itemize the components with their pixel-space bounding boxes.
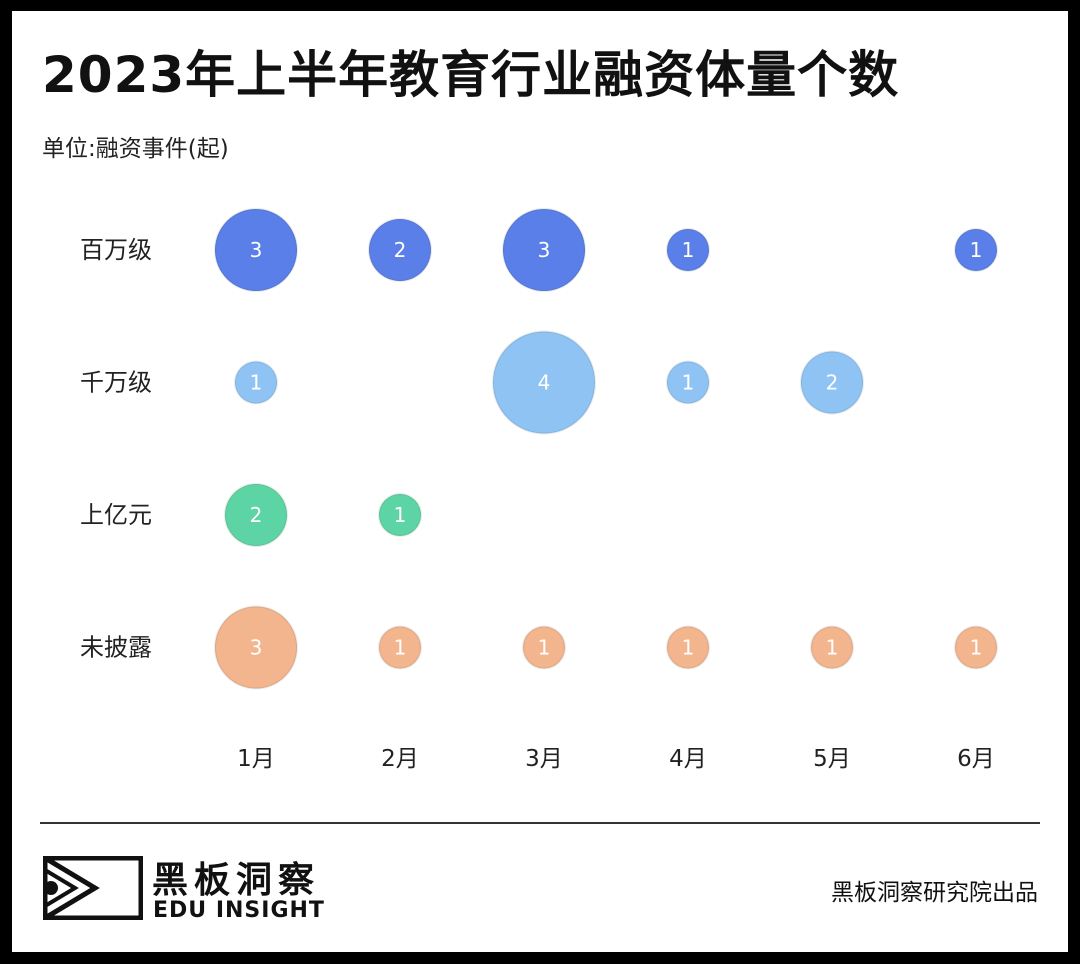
x-axis-tick-labels: 1月 2月 3月 4月 5月 6月 (237, 746, 995, 772)
bubble-value-label: 1 (682, 636, 695, 660)
row-label: 未披露 (80, 634, 152, 662)
row-label: 上亿元 (80, 501, 152, 529)
bubble-circle (224, 483, 288, 547)
bubble: 3 (214, 605, 298, 690)
bubble-value-label: 3 (538, 238, 551, 262)
bubble-circle (214, 605, 298, 690)
bubble: 1 (234, 360, 278, 405)
bubble: 3 (214, 208, 298, 292)
bubble-circle (666, 228, 710, 272)
bubble-circle (522, 625, 566, 670)
x-tick-label: 6月 (957, 746, 995, 772)
footer-credit: 黑板洞察研究院出品 (831, 880, 1038, 906)
bubble-circle (666, 360, 710, 405)
x-tick-label: 5月 (813, 746, 851, 772)
x-tick-label: 1月 (237, 746, 275, 772)
footer-divider (40, 822, 1040, 824)
bubble: 3 (502, 208, 586, 292)
row-label: 千万级 (80, 369, 152, 397)
bubble-circle (810, 625, 854, 670)
bubble-value-label: 3 (250, 238, 263, 262)
bubble: 1 (954, 625, 998, 670)
bubble-value-label: 1 (826, 636, 839, 660)
bubble-circle (492, 330, 596, 435)
bubble-value-label: 1 (682, 371, 695, 395)
unit-label: 单位:融资事件(起) (42, 136, 229, 162)
bubble-circle (800, 350, 864, 415)
bubble-value-label: 2 (250, 503, 263, 527)
bubble-circle (234, 360, 278, 405)
bubble-value-label: 1 (538, 636, 551, 660)
bubble-circle (502, 208, 586, 292)
bubble-value-label: 4 (538, 371, 551, 395)
bubble: 4 (492, 330, 596, 435)
bubble-value-label: 1 (682, 238, 695, 262)
chart-title: 2023年上半年教育行业融资体量个数 (42, 46, 900, 104)
bubble: 1 (810, 625, 854, 670)
bubble: 1 (522, 625, 566, 670)
bubble-value-label: 2 (826, 371, 839, 395)
bubble-circle (666, 625, 710, 670)
x-tick-label: 2月 (381, 746, 419, 772)
bubbles: 3 2 3 1 1 1 4 1 2 2 1 3 1 1 1 1 1 (214, 208, 998, 690)
bubble-value-label: 1 (394, 503, 407, 527)
bubble: 1 (954, 228, 998, 272)
row-label: 百万级 (80, 236, 152, 264)
chart-card: 2023年上半年教育行业融资体量个数 单位:融资事件(起) 百万级千万级上亿元未… (12, 11, 1068, 952)
bubble: 2 (800, 350, 864, 415)
bubble-value-label: 1 (250, 371, 263, 395)
bubble: 1 (666, 228, 710, 272)
bubble: 1 (378, 493, 422, 537)
bubble-value-label: 1 (970, 238, 983, 262)
bubble-value-label: 1 (394, 636, 407, 660)
bubble-circle (378, 625, 422, 670)
bubble: 2 (368, 218, 432, 282)
bubble: 1 (666, 625, 710, 670)
brand-name-en: EDU INSIGHT (153, 898, 325, 923)
bubble-value-label: 3 (250, 636, 263, 660)
bubble-value-label: 1 (970, 636, 983, 660)
brand-name-cn: 黑板洞察 (152, 860, 321, 901)
bubble-circle (954, 625, 998, 670)
bubble-circle (368, 218, 432, 282)
x-tick-label: 4月 (669, 746, 707, 772)
bubble: 1 (378, 625, 422, 670)
bubble: 2 (224, 483, 288, 547)
bubble-circle (378, 493, 422, 537)
bubble-value-label: 2 (394, 238, 407, 262)
bubble-circle (214, 208, 298, 292)
bubble: 1 (666, 360, 710, 405)
x-tick-label: 3月 (525, 746, 563, 772)
bubble-circle (954, 228, 998, 272)
edu-insight-logo-icon (43, 856, 143, 920)
